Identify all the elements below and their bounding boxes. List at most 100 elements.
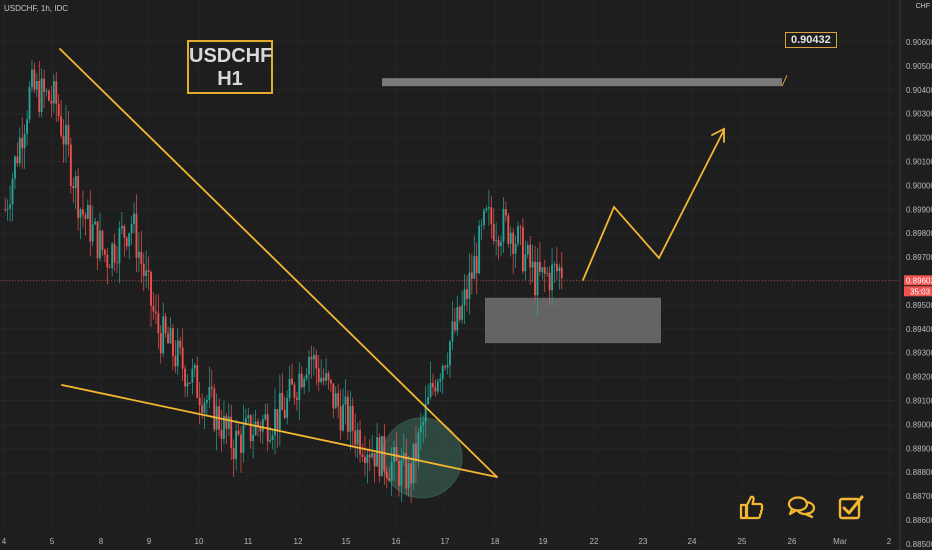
candle-body [11, 178, 14, 205]
candle [154, 294, 157, 325]
candle-body [65, 124, 67, 145]
candle [541, 266, 544, 280]
candle [504, 201, 507, 222]
candle [500, 235, 502, 256]
candle-body [91, 224, 94, 242]
time-tick-label: 15 [342, 537, 351, 546]
candle-body [531, 261, 534, 268]
candle-body [150, 272, 152, 307]
candle [159, 325, 162, 364]
candle-body [548, 272, 551, 291]
candle [412, 443, 415, 491]
candle [60, 100, 63, 139]
candle [308, 350, 310, 393]
time-axis[interactable]: 4 5 8 9 10 11 12 15 16 17 18 19 22 23 24 25 26 Mar 2 [2, 537, 892, 546]
candle [480, 219, 483, 241]
candle [82, 190, 84, 228]
candle-body [244, 418, 247, 425]
candle [11, 172, 14, 222]
candle-body [274, 409, 276, 436]
candle [26, 110, 29, 146]
candle [410, 456, 413, 504]
candle [495, 222, 498, 256]
candle-body [364, 456, 366, 463]
candle-body [521, 227, 524, 272]
candle [317, 355, 320, 392]
candle-body [300, 373, 303, 388]
countdown-tag [904, 286, 932, 297]
candle [434, 379, 437, 397]
candle [45, 87, 48, 97]
candle [451, 300, 454, 351]
candle-body [473, 256, 476, 279]
candle [86, 199, 89, 220]
candle [55, 71, 58, 122]
candle-body [381, 436, 383, 477]
candle-body [410, 463, 413, 484]
candle [48, 88, 50, 102]
candle [4, 197, 7, 213]
candle [116, 246, 118, 273]
candle-body [512, 232, 515, 254]
candle [118, 221, 121, 284]
candle-body [184, 368, 186, 387]
candle [512, 227, 515, 275]
candle [179, 336, 182, 355]
candle-body [407, 463, 410, 489]
candle-body [208, 386, 211, 400]
candle [534, 245, 536, 302]
candle [483, 208, 485, 230]
candle [33, 62, 36, 93]
candle-body [82, 209, 84, 215]
candle [368, 439, 371, 471]
time-tick-label: 10 [195, 537, 204, 546]
candle-body [86, 204, 89, 219]
candle-body [120, 225, 123, 229]
comments-icon[interactable] [786, 492, 816, 522]
candle [14, 154, 16, 190]
candle-body [99, 230, 101, 259]
candle [461, 291, 464, 324]
candle-body [14, 156, 16, 179]
candle [237, 422, 240, 437]
candle [383, 424, 386, 485]
candle-body [346, 396, 349, 432]
candle-body [164, 316, 167, 334]
candle [162, 302, 165, 357]
time-tick-label: 9 [147, 537, 152, 546]
candle-body [69, 144, 72, 187]
candle [556, 247, 558, 281]
thumbs-up-icon[interactable] [736, 492, 766, 522]
candle-body [94, 221, 97, 225]
candle [381, 435, 383, 477]
candle [43, 69, 46, 109]
candle-body [504, 208, 507, 216]
candle [519, 224, 522, 246]
candle-body [125, 237, 128, 247]
candle-body [497, 239, 500, 247]
candle-body [237, 430, 240, 435]
candle [283, 396, 286, 420]
candle-body [152, 306, 155, 312]
candle [213, 383, 216, 433]
candle [514, 235, 517, 269]
candle [303, 375, 306, 395]
candle-body [213, 388, 216, 430]
candle-body [463, 289, 466, 306]
candle-body [210, 386, 213, 389]
candle [325, 358, 327, 386]
candle [35, 73, 38, 98]
candle-body [424, 403, 427, 422]
checkbox-icon[interactable] [836, 492, 866, 522]
candle [354, 413, 357, 457]
candle [334, 386, 337, 409]
candle-body [72, 186, 75, 189]
candle-body [466, 289, 468, 299]
candle-body [432, 383, 434, 388]
currency-label: CHF [915, 3, 930, 10]
candle-body [276, 409, 279, 430]
